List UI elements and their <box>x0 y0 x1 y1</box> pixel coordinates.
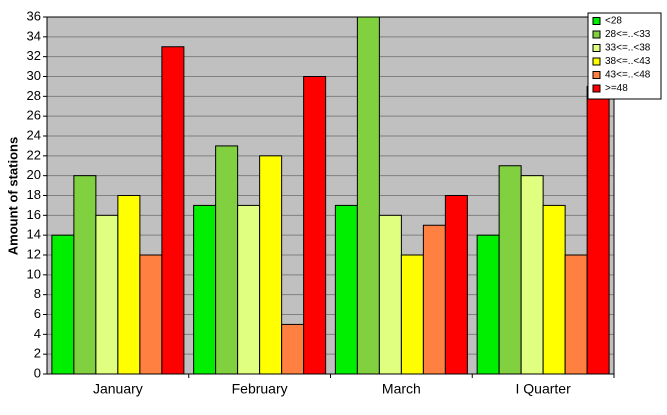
y-tick-label: 10 <box>27 266 41 281</box>
y-tick-label: 4 <box>34 326 41 341</box>
bar <box>520 175 544 375</box>
bar <box>215 145 239 375</box>
bar <box>564 254 588 375</box>
y-tick-label: 34 <box>27 28 41 43</box>
bar <box>422 224 446 375</box>
bar <box>237 204 261 375</box>
x-tick-label: January <box>93 381 143 397</box>
y-tick-label: 26 <box>27 108 41 123</box>
y-tick-label: 16 <box>27 207 41 222</box>
bar <box>378 214 402 375</box>
bar <box>334 204 358 375</box>
legend-swatch <box>592 44 601 52</box>
y-tick-label: 2 <box>34 346 41 361</box>
y-tick-label: 36 <box>27 8 41 23</box>
bar <box>444 195 468 375</box>
bar <box>95 214 119 375</box>
legend-swatch <box>592 57 601 66</box>
legend-label: 38<=..<43 <box>605 56 651 67</box>
y-tick-label: 30 <box>27 68 41 83</box>
y-tick-label: 24 <box>27 127 41 142</box>
y-tick-label: 18 <box>27 187 41 202</box>
bar <box>400 254 424 375</box>
x-tick-label: I Quarter <box>516 381 572 397</box>
bar <box>356 16 380 375</box>
legend-label: 33<=..<38 <box>605 43 651 54</box>
bar <box>281 323 305 375</box>
bar <box>73 175 97 375</box>
bar <box>476 234 500 375</box>
bar <box>259 155 283 375</box>
x-tick-label: February <box>232 381 288 397</box>
y-tick-label: 12 <box>27 246 41 261</box>
y-tick-label: 28 <box>27 88 41 103</box>
y-tick-label: 14 <box>27 227 41 242</box>
y-tick-label: 0 <box>34 365 41 380</box>
bar <box>51 234 75 375</box>
y-tick-label: 8 <box>34 286 41 301</box>
legend-label: 43<=..<48 <box>605 70 651 81</box>
bar <box>542 204 566 375</box>
plot-border <box>46 16 615 375</box>
bar <box>303 76 327 375</box>
x-tick-label: March <box>382 381 421 397</box>
bar <box>161 46 185 375</box>
y-axis-label: Amount of stations <box>5 137 20 255</box>
y-tick-label: 32 <box>27 48 41 63</box>
bar <box>139 254 163 375</box>
legend-swatch <box>592 84 601 93</box>
y-tick-label: 22 <box>27 147 41 162</box>
legend-label: <28 <box>605 16 622 27</box>
bar <box>586 85 610 375</box>
y-tick-label: 6 <box>34 306 41 321</box>
legend-label: 28<=..<33 <box>605 29 651 40</box>
legend-swatch <box>592 30 601 39</box>
bar <box>193 204 217 375</box>
bar <box>117 195 141 375</box>
y-tick-label: 20 <box>27 167 41 182</box>
legend-swatch <box>592 71 601 79</box>
legend-label: >=48 <box>605 83 628 94</box>
bar <box>498 165 522 375</box>
legend-swatch <box>592 17 601 25</box>
